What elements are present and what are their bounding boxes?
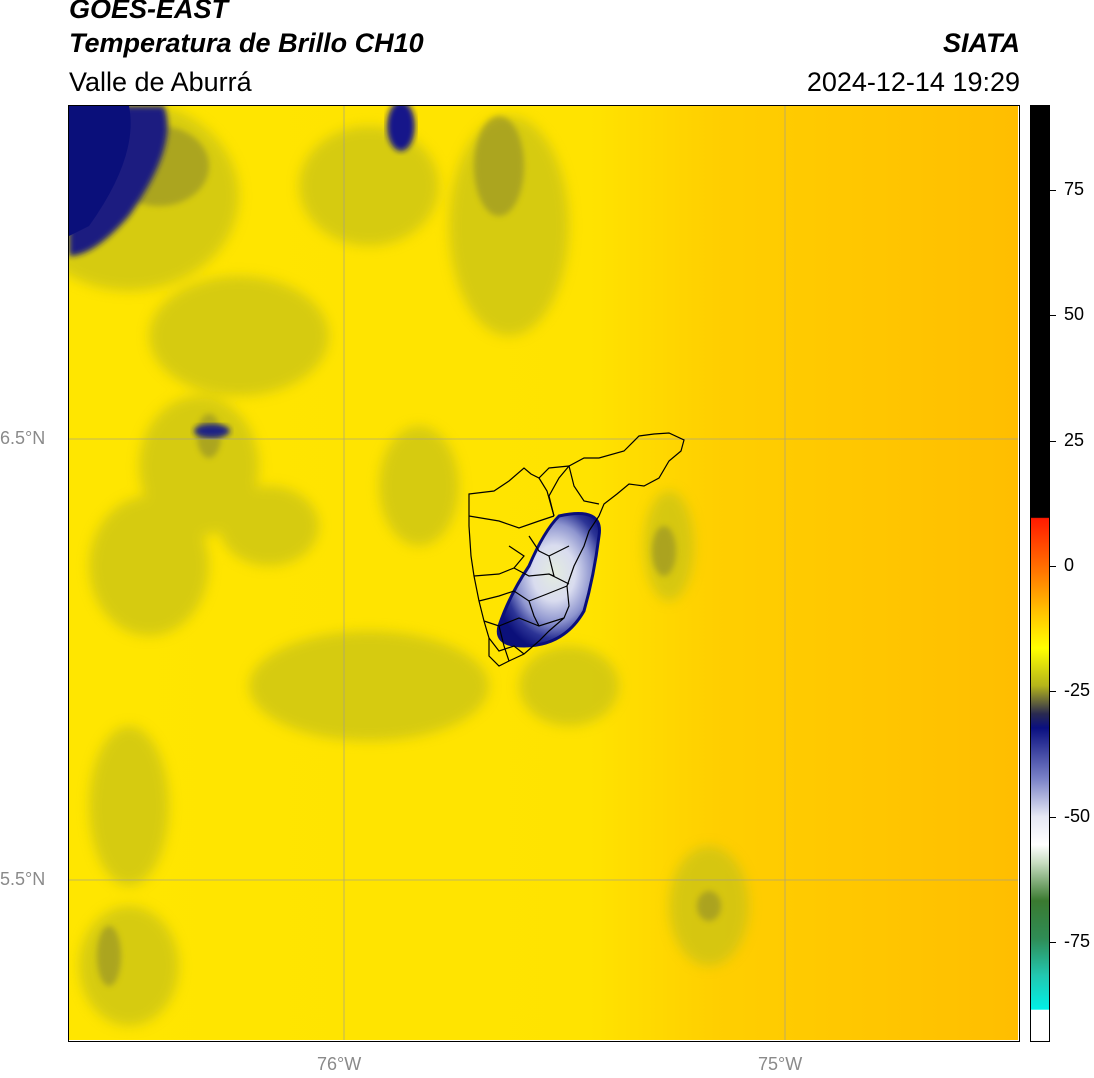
colorbar-tick: [1050, 942, 1056, 943]
colorbar: [1030, 105, 1050, 1042]
colorbar-tick: [1050, 441, 1056, 442]
map-canvas: [69, 106, 1018, 1040]
colorbar-tick-label: 25: [1064, 430, 1085, 450]
colorbar-gradient: [1031, 106, 1049, 1041]
lat-label-5-5: 5.5°N: [0, 869, 46, 889]
colorbar-tick: [1050, 817, 1056, 818]
colorbar-tick-label: 50: [1064, 304, 1085, 324]
valle-de-aburra-outline: [468, 432, 685, 667]
product-title: Temperatura de Brillo CH10: [69, 28, 424, 58]
satellite-title: GOES-EAST: [69, 0, 229, 24]
colorbar-tick-label: -50: [1064, 806, 1091, 826]
lat-label-6-5: 6.5°N: [0, 428, 46, 448]
lon-label-76w: 76°W: [317, 1054, 362, 1074]
region-subtitle: Valle de Aburrá: [69, 67, 252, 97]
organization-label: SIATA: [943, 28, 1020, 58]
storm-cell: [496, 512, 601, 648]
lon-label-75w: 75°W: [758, 1054, 803, 1074]
colorbar-tick: [1050, 190, 1056, 191]
brightness-temperature-map[interactable]: [68, 105, 1020, 1042]
colorbar-tick: [1050, 315, 1056, 316]
colorbar-tick-label: -25: [1064, 680, 1091, 700]
timestamp-label: 2024-12-14 19:29: [806, 67, 1020, 97]
municipal-boundaries: [468, 432, 685, 667]
colorbar-tick-label: -75: [1064, 931, 1091, 951]
colorbar-tick-label: 0: [1064, 555, 1075, 575]
colorbar-tick: [1050, 566, 1056, 567]
colorbar-tick-label: 75: [1064, 179, 1085, 199]
cloud-patches: [69, 106, 749, 1026]
gridlines: [69, 106, 1018, 1040]
cold-cloud-tops: [69, 106, 415, 438]
colorbar-tick: [1050, 691, 1056, 692]
